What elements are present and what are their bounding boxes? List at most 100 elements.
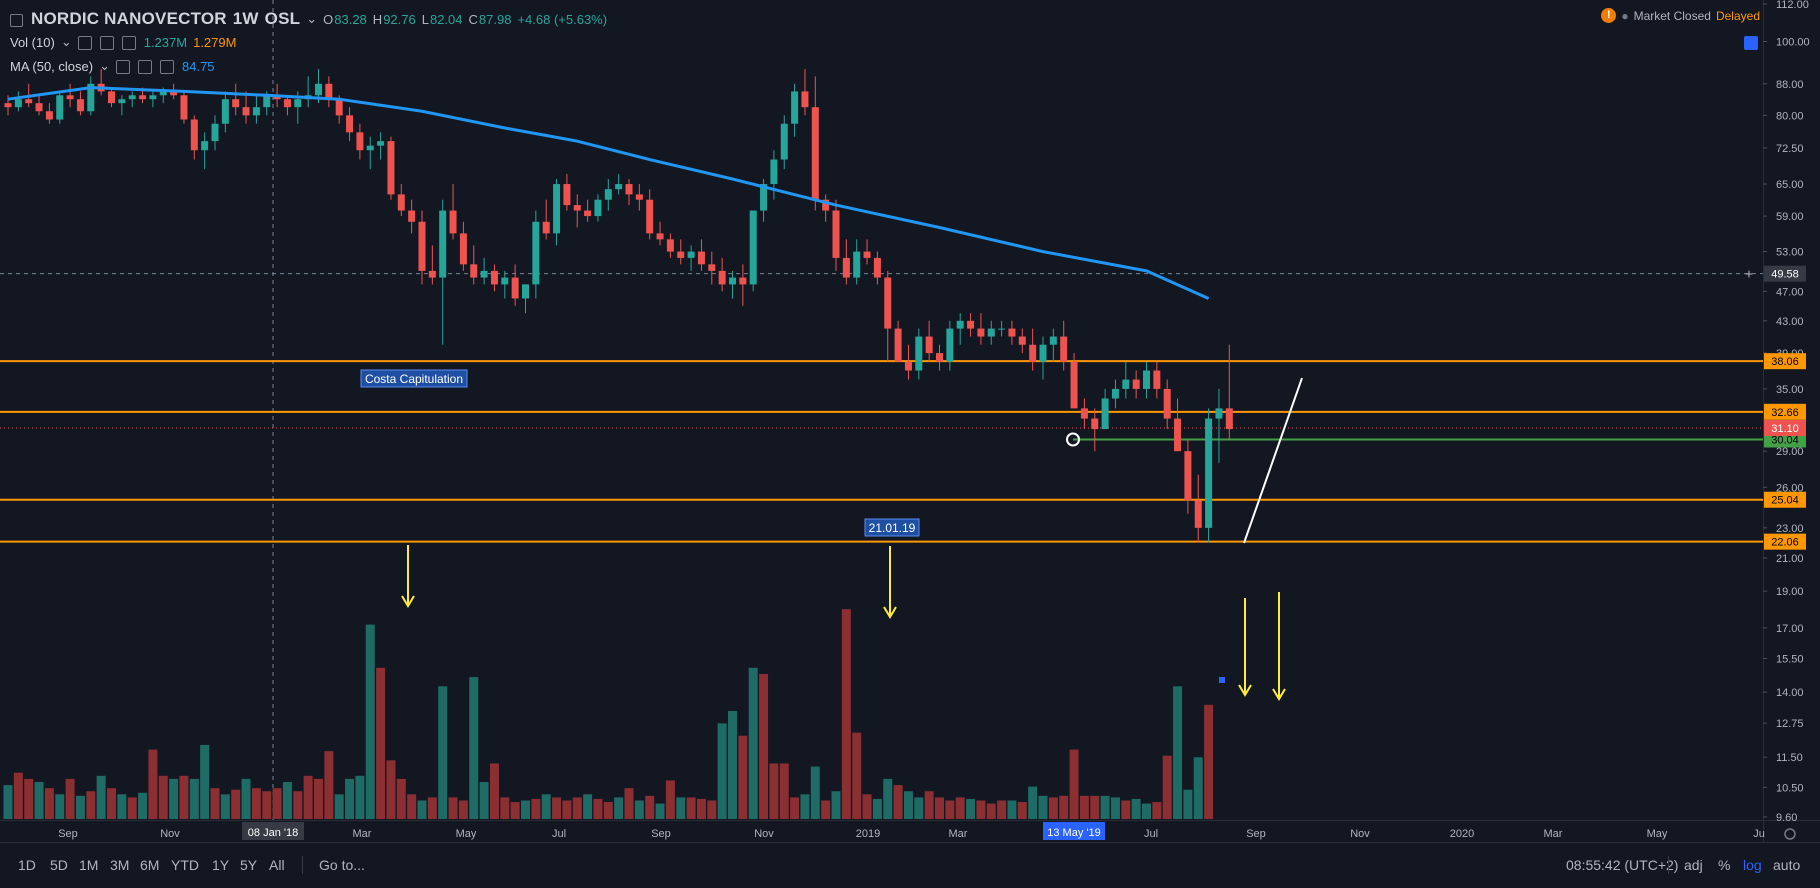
candle-body xyxy=(1205,419,1212,528)
volume-bar xyxy=(625,788,634,819)
candle-body xyxy=(1226,408,1233,429)
range-5d[interactable]: 5D xyxy=(50,857,68,873)
percent-toggle[interactable]: % xyxy=(1718,857,1730,873)
volume-bar xyxy=(335,794,344,819)
candle-body xyxy=(729,278,736,285)
last-price-label: 31.10 xyxy=(1771,423,1799,435)
bottom-toolbar: 1D 5D 1M 3M 6M YTD 1Y 5Y All Go to... 08… xyxy=(0,842,1820,888)
candle-body xyxy=(874,258,881,278)
price-tick-label: 14.00 xyxy=(1776,687,1804,699)
volume-bar xyxy=(873,799,882,819)
volume-bar xyxy=(614,797,623,819)
eye-icon[interactable] xyxy=(78,36,92,50)
chevron-down-icon[interactable]: ⌄ xyxy=(61,34,72,50)
candle-body xyxy=(1019,337,1026,345)
candle-body xyxy=(387,141,394,194)
auto-toggle[interactable]: auto xyxy=(1773,857,1800,873)
adj-toggle[interactable]: adj xyxy=(1684,857,1703,873)
volume-bar xyxy=(718,723,727,819)
log-toggle[interactable]: log xyxy=(1743,857,1762,873)
volume-bar xyxy=(1194,757,1203,819)
candle-body xyxy=(739,278,746,285)
candle-body xyxy=(512,278,519,299)
volume-bar xyxy=(604,802,613,819)
range-3m[interactable]: 3M xyxy=(110,857,129,873)
close-icon[interactable] xyxy=(160,60,174,74)
candle-body xyxy=(77,99,84,111)
time-tick-label: Sep xyxy=(651,828,671,840)
volume-bar xyxy=(842,609,851,819)
level-label: 25.04 xyxy=(1771,495,1799,507)
candle-body xyxy=(574,205,581,210)
candle-body xyxy=(833,211,840,258)
volume-bar xyxy=(355,776,364,819)
low-value: 82.04 xyxy=(430,12,463,27)
candle-body xyxy=(491,271,498,285)
volume-legend[interactable]: Vol (10) ⌄ 1.237M 1.279M xyxy=(10,34,236,50)
range-all[interactable]: All xyxy=(269,857,285,873)
volume-bar xyxy=(418,800,427,819)
volume-bar xyxy=(687,797,696,819)
volume-bar xyxy=(676,797,685,819)
volume-bar xyxy=(925,791,934,819)
goto-button[interactable]: Go to... xyxy=(319,857,365,873)
chevron-down-icon[interactable]: ⌄ xyxy=(306,11,317,27)
volume-bar xyxy=(542,794,551,819)
volume-bar xyxy=(1101,796,1110,819)
volume-bar xyxy=(573,797,582,819)
open-label: O xyxy=(323,12,333,27)
candle-body xyxy=(5,103,12,107)
annotation-label: Costa Capitulation xyxy=(365,372,463,386)
range-ytd[interactable]: YTD xyxy=(171,857,199,873)
calendar-icon[interactable] xyxy=(1744,36,1758,50)
time-tick-label: Sep xyxy=(1246,828,1266,840)
volume-bar xyxy=(769,763,778,819)
candle-body xyxy=(1091,419,1098,430)
volume-bar xyxy=(863,794,872,819)
candle-body xyxy=(253,107,260,115)
range-1d[interactable]: 1D xyxy=(18,857,36,873)
volume-bar xyxy=(956,797,965,819)
range-1y[interactable]: 1Y xyxy=(212,857,229,873)
candle-body xyxy=(915,337,922,371)
volume-bar xyxy=(252,788,261,819)
exchange[interactable]: OSL xyxy=(265,9,301,29)
close-icon[interactable] xyxy=(122,36,136,50)
range-6m[interactable]: 6M xyxy=(140,857,159,873)
candle-body xyxy=(532,222,539,285)
warning-icon[interactable]: ! xyxy=(1601,8,1616,23)
volume-bar xyxy=(138,793,147,819)
collapse-icon[interactable] xyxy=(10,14,23,27)
candle-body xyxy=(988,329,995,337)
ma-label[interactable]: MA (50, close) xyxy=(10,59,93,74)
candle-body xyxy=(781,124,788,160)
candle-body xyxy=(1071,362,1078,409)
candle-body xyxy=(398,194,405,210)
volume-bar xyxy=(407,794,416,819)
range-1m[interactable]: 1M xyxy=(79,857,98,873)
volume-bar xyxy=(1183,790,1192,819)
candle-body xyxy=(1102,399,1109,430)
candle-body xyxy=(336,99,343,115)
volume-bar xyxy=(1049,797,1058,819)
candle-body xyxy=(470,264,477,277)
price-tick-label: 17.00 xyxy=(1776,623,1804,635)
time-tick-label: Jul xyxy=(552,828,566,840)
time-tick-label: Nov xyxy=(754,828,774,840)
volume-bar xyxy=(128,797,137,819)
ma-legend[interactable]: MA (50, close) ⌄ 84.75 xyxy=(10,58,215,74)
chevron-down-icon[interactable]: ⌄ xyxy=(99,58,110,74)
candle-body xyxy=(377,141,384,146)
price-tick-label: 12.75 xyxy=(1776,718,1804,730)
gear-icon[interactable] xyxy=(100,36,114,50)
candle-body xyxy=(946,329,953,362)
range-5y[interactable]: 5Y xyxy=(240,857,257,873)
candle-body xyxy=(1215,408,1222,418)
eye-icon[interactable] xyxy=(116,60,130,74)
volume-label[interactable]: Vol (10) xyxy=(10,35,55,50)
gear-icon[interactable] xyxy=(138,60,152,74)
price-tick-label: 43.00 xyxy=(1776,316,1804,328)
symbol-name[interactable]: NORDIC NANOVECTOR xyxy=(31,9,227,29)
interval[interactable]: 1W xyxy=(233,9,259,29)
